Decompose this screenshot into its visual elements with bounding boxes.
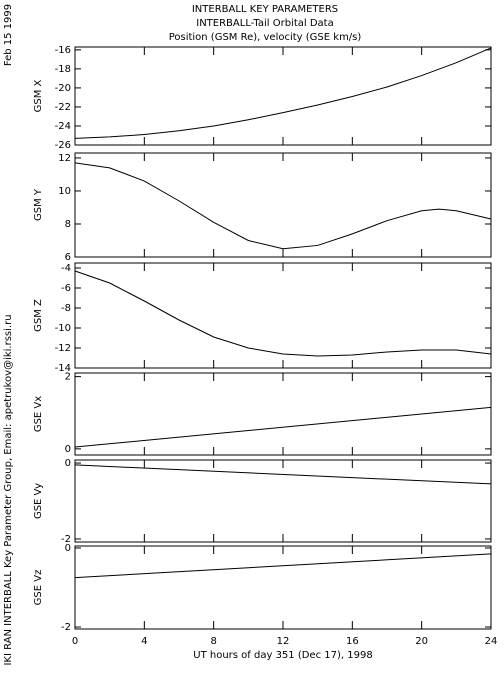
panel-frame xyxy=(74,459,492,543)
y-tick-label: -22 xyxy=(55,102,71,113)
y-axis-label: GSM X xyxy=(33,79,44,112)
y-tick-label: -20 xyxy=(55,83,71,94)
y-axis-label: GSE Vy xyxy=(33,483,44,519)
x-tick-label: 16 xyxy=(346,636,359,647)
date: Feb 15 1999 xyxy=(3,4,14,66)
x-tick-label: 12 xyxy=(277,636,290,647)
x-axis-label: UT hours of day 351 (Dec 17), 1998 xyxy=(193,650,372,661)
data-line xyxy=(74,406,492,448)
y-tick-label: -10 xyxy=(55,323,71,334)
y-tick-label: -16 xyxy=(55,45,71,56)
y-tick-label: 0 xyxy=(65,543,71,554)
y-tick-label: -6 xyxy=(61,283,71,294)
x-tick-label: 8 xyxy=(210,636,216,647)
y-tick-label: -8 xyxy=(61,303,71,314)
y-tick-label: -26 xyxy=(55,140,71,151)
data-line xyxy=(74,270,492,357)
title-line: INTERBALL KEY PARAMETERS xyxy=(192,4,338,15)
y-tick-label: 10 xyxy=(58,186,71,197)
title-line: INTERBALL-Tail Orbital Data xyxy=(196,18,333,29)
panel-frame xyxy=(74,152,492,258)
data-line xyxy=(74,162,492,250)
data-line xyxy=(74,464,492,485)
data-line xyxy=(74,553,492,579)
y-axis-label: GSE Vz xyxy=(33,570,44,606)
y-tick-label: -14 xyxy=(55,363,71,374)
panel-frame xyxy=(74,372,492,456)
x-tick-label: 20 xyxy=(415,636,428,647)
panel-frame xyxy=(74,262,492,369)
x-tick-label: 24 xyxy=(485,636,498,647)
y-tick-label: -4 xyxy=(61,263,71,274)
panel-frame xyxy=(74,46,492,146)
panel-frame xyxy=(74,545,492,630)
y-tick-label: 12 xyxy=(58,153,71,164)
y-tick-label: -12 xyxy=(55,343,71,354)
y-tick-label: -18 xyxy=(55,64,71,75)
y-tick-label: 6 xyxy=(65,252,71,263)
y-tick-label: 0 xyxy=(65,458,71,469)
y-axis-label: GSM Z xyxy=(33,299,44,332)
y-tick-label: 0 xyxy=(65,444,71,455)
x-tick-label: 0 xyxy=(72,636,78,647)
y-tick-label: -2 xyxy=(61,534,71,545)
credit: IKI RAN INTERBALL Key Parameter Group, E… xyxy=(3,314,14,665)
title-line: Position (GSM Re), velocity (GSE km/s) xyxy=(169,32,362,43)
data-line xyxy=(74,47,492,139)
y-axis-label: GSM Y xyxy=(33,188,44,221)
x-tick-label: 4 xyxy=(141,636,147,647)
y-tick-label: -2 xyxy=(61,622,71,633)
y-axis-label: GSE Vx xyxy=(33,396,44,432)
y-tick-label: 8 xyxy=(65,219,71,230)
y-tick-label: -24 xyxy=(55,121,71,132)
y-tick-label: 2 xyxy=(65,372,71,383)
